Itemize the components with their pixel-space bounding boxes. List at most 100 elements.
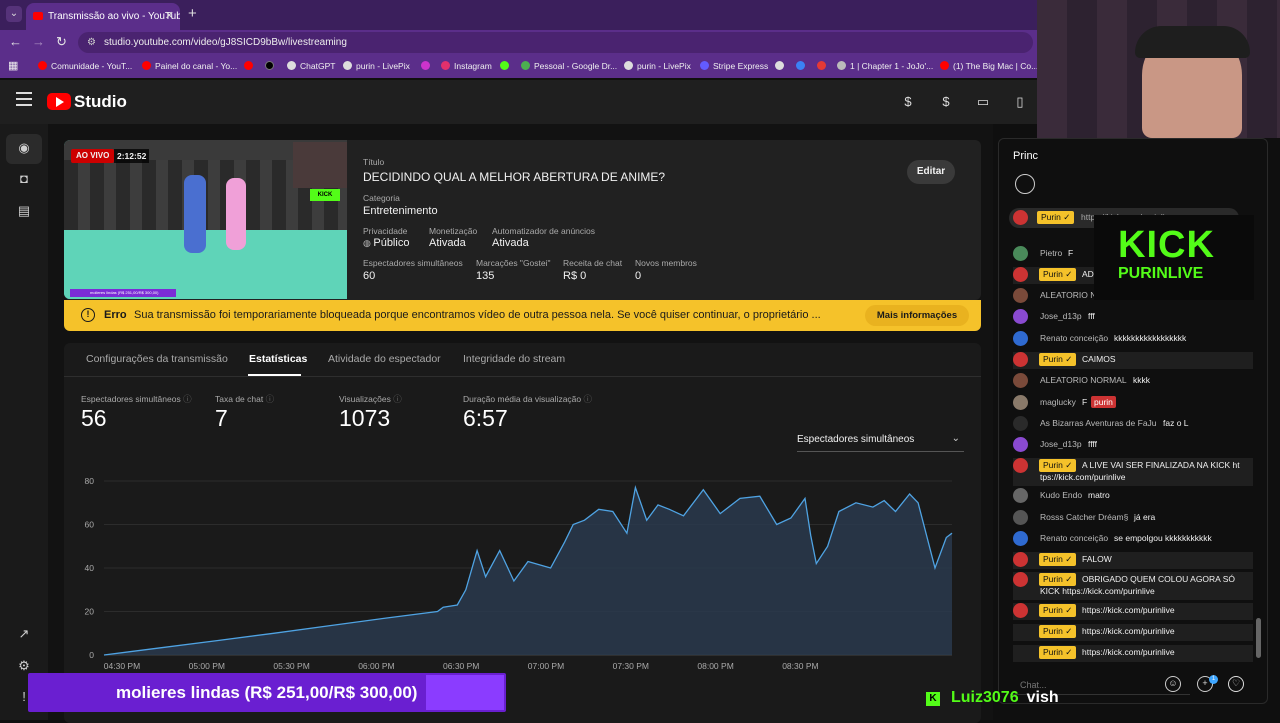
bookmark-item[interactable] <box>796 61 809 71</box>
chat-message[interactable]: Purin ✓ https://kick.com/purinlive <box>1013 603 1253 620</box>
chat-message[interactable]: ALEATORIO NORMAL kkkk <box>1013 373 1253 390</box>
close-tab-icon[interactable]: ✕ <box>164 10 174 22</box>
metric-value: 56 <box>81 405 107 431</box>
bookmark-item[interactable] <box>244 61 257 71</box>
chat-message[interactable]: Purin ✓ https://kick.com/purinlive <box>1013 624 1253 641</box>
stripe-icon <box>700 61 709 70</box>
concurrent-label: Espectadores simultâneos <box>363 258 463 268</box>
bookmark-item[interactable] <box>500 61 513 71</box>
x-tick-label: 04:30 PM <box>104 661 140 671</box>
chat-message[interactable]: ALEATORIO N <box>1013 288 1253 305</box>
active-tab-underline <box>248 374 301 376</box>
calendar-icon[interactable]: ▤ <box>17 203 31 218</box>
bookmark-item[interactable] <box>265 61 278 71</box>
chat-scrollbar[interactable] <box>1256 618 1261 658</box>
avatar <box>1013 416 1028 431</box>
chat-message[interactable]: Purin ✓ FALOW <box>1013 552 1253 569</box>
super-chat-icon[interactable]: + <box>1197 676 1213 692</box>
bookmark-item[interactable] <box>421 61 434 71</box>
revenue-icon[interactable]: $ <box>942 94 950 109</box>
bookmark-item[interactable]: Painel do canal - Yo... <box>142 61 237 71</box>
hamburger-menu-icon[interactable] <box>16 92 32 106</box>
bookmark-favicon-icon <box>837 61 846 70</box>
bookmark-item[interactable]: 1 | Chapter 1 - JoJo'... <box>837 61 933 71</box>
bookmark-item[interactable] <box>775 61 788 71</box>
avatar <box>1013 488 1028 503</box>
bookmark-item[interactable]: ChatGPT <box>287 61 335 71</box>
external-link-icon[interactable]: ↗ <box>18 626 30 641</box>
chat-message[interactable]: Pietro F <box>1013 246 1253 263</box>
chat-message[interactable]: Jose_d13p fff <box>1013 309 1253 326</box>
avatar <box>1013 458 1028 473</box>
monetization-icon[interactable]: $ <box>904 94 912 109</box>
chat-author: Purin ✓ <box>1039 353 1077 366</box>
help-icon: ⓘ <box>393 394 402 404</box>
avatar <box>1013 288 1028 303</box>
error-alert: ! Erro Sua transmissão foi temporariamen… <box>64 300 981 331</box>
chat-text: A LIVE VAI SER FINALIZADA NA KICK ht <box>1082 460 1240 470</box>
theater-mode-icon[interactable]: ▭ <box>976 94 990 109</box>
tab-statistics[interactable]: Estatísticas <box>249 353 308 365</box>
url-field[interactable]: ⚙ studio.youtube.com/video/gJ8SICD9bBw/l… <box>78 32 1033 53</box>
new-tab-icon[interactable]: + <box>188 5 197 22</box>
stream-icon[interactable]: ◉ <box>18 140 30 155</box>
chat-author: Purin ✓ <box>1039 604 1077 617</box>
camera-icon[interactable]: ◘ <box>20 171 28 186</box>
chat-message[interactable]: Purin ✓ OBRIGADO QUEM COLOU AGORA SÓ KICK … <box>1013 572 1253 600</box>
heart-icon[interactable]: ♡ <box>1228 676 1244 692</box>
chat-settings-icon[interactable] <box>1015 174 1035 194</box>
avatar <box>1013 572 1028 587</box>
help-icon: ⓘ <box>583 394 593 404</box>
tab-stream-health[interactable]: Integridade do stream <box>463 353 566 365</box>
tab-stream-settings[interactable]: Configurações da transmissão <box>86 353 228 365</box>
avatar <box>1013 352 1028 367</box>
error-label: Erro <box>104 309 127 321</box>
chat-message[interactable]: Purin ✓ https://kick.com/purinlive <box>1013 645 1253 662</box>
chat-message[interactable]: Kudo Endo matro <box>1013 488 1253 505</box>
chat-message[interactable]: Rosss Catcher Dréam§ já era <box>1013 510 1253 527</box>
bookmark-item[interactable]: Instagram <box>441 61 492 71</box>
metric-label: Espectadores simultâneos ⓘ <box>81 394 192 404</box>
settings-gear-icon[interactable]: ⚙ <box>18 658 30 673</box>
forward-icon[interactable]: → <box>32 34 45 49</box>
bookmark-item[interactable]: Stripe Express <box>700 61 768 71</box>
chat-message[interactable]: Renato conceição kkkkkkkkkkkkkkkkk <box>1013 331 1253 348</box>
site-settings-icon[interactable]: ⚙ <box>87 37 96 48</box>
browser-tab[interactable]: Transmissão ao vivo - YouTube ✕ <box>26 3 180 30</box>
edit-button[interactable]: Editar <box>907 160 955 184</box>
bookmark-item[interactable] <box>817 61 830 71</box>
feedback-icon[interactable]: ! <box>22 689 26 704</box>
emoji-icon[interactable]: ☺ <box>1165 676 1181 692</box>
bookmark-item[interactable]: Comunidade - YouT... <box>38 61 132 71</box>
apps-grid-icon[interactable]: ▦ <box>8 60 19 72</box>
preview-kick-logo: KICK <box>310 189 340 201</box>
bookmark-item[interactable]: purin - LivePix <box>624 61 691 71</box>
chat-revenue-value: R$ 0 <box>563 270 587 282</box>
chat-message[interactable]: Purin ✓ A LIVE VAI SER FINALIZADA NA KICK… <box>1013 458 1253 486</box>
bookmark-item[interactable]: (1) The Big Mac | Co... <box>940 61 1038 71</box>
tab-search-chevron-icon[interactable]: ⌄ <box>6 6 22 22</box>
back-icon[interactable]: ← <box>9 34 22 49</box>
avatar <box>1013 531 1028 546</box>
chat-message[interactable]: Purin ✓ CAIMOS <box>1013 352 1253 369</box>
chat-message[interactable]: Jose_d13p ffff <box>1013 437 1253 454</box>
chat-input[interactable]: Chat... <box>1010 673 1190 695</box>
chat-message[interactable]: As Bizarras Aventuras de FaJu faz o L <box>1013 416 1253 433</box>
chat-message[interactable]: Renato conceição se empolgou kkkkkkkkkkk <box>1013 531 1253 548</box>
youtube-logo-icon[interactable] <box>47 93 71 110</box>
help-icon: ⓘ <box>183 394 192 404</box>
chat-text: ffff <box>1088 439 1097 449</box>
more-info-button[interactable]: Mais informações <box>865 305 969 326</box>
stream-preview[interactable]: KICK AO VIVO 2:12:52 molieres lindas (R$… <box>64 140 347 299</box>
bookmark-item[interactable]: Pessoal - Google Dr... <box>521 61 617 71</box>
bookmark-item[interactable]: purin - LivePix <box>343 61 410 71</box>
stream-info-card: KICK AO VIVO 2:12:52 molieres lindas (R$… <box>64 140 981 300</box>
error-info-icon: ! <box>81 308 95 322</box>
reload-icon[interactable]: ↻ <box>56 34 67 49</box>
metric-label: Taxa de chat ⓘ <box>215 394 275 404</box>
metric-dropdown[interactable]: Espectadores simultâneos ⌄ <box>797 433 964 452</box>
dropdown-selected: Espectadores simultâneos <box>797 434 915 445</box>
bookmark-icon[interactable]: ▯ <box>1016 94 1024 109</box>
tab-viewer-activity[interactable]: Atividade do espectador <box>328 353 441 365</box>
